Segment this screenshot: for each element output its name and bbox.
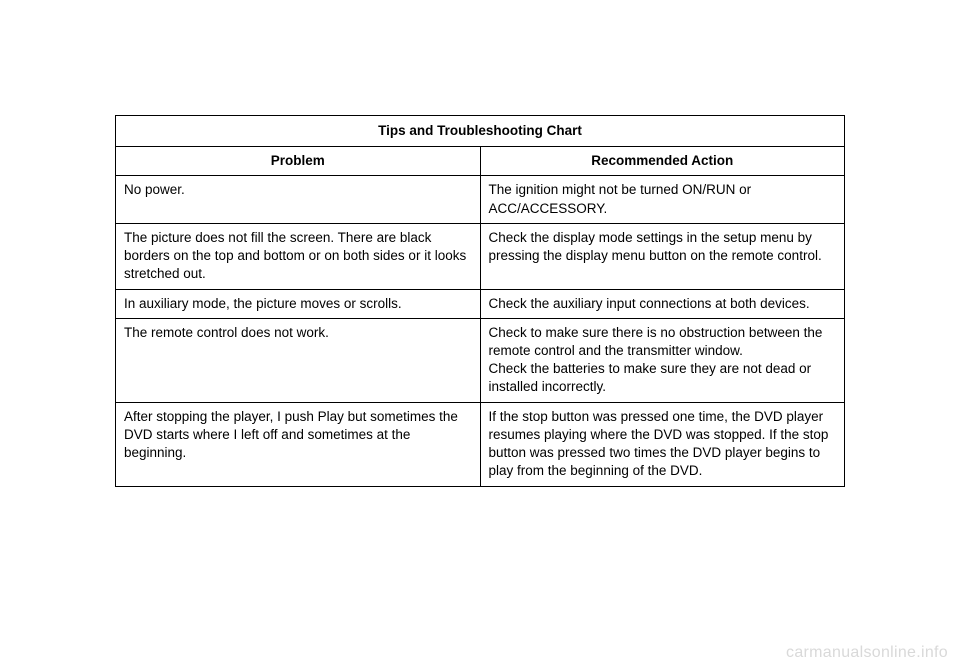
cell-action: Check the auxiliary input connections at… — [480, 289, 845, 318]
cell-action: The ignition might not be turned ON/RUN … — [480, 176, 845, 223]
table-title-row: Tips and Troubleshooting Chart — [116, 116, 845, 147]
cell-action: Check the display mode settings in the s… — [480, 223, 845, 289]
table-row: The picture does not fill the screen. Th… — [116, 223, 845, 289]
table-row: After stopping the player, I push Play b… — [116, 402, 845, 486]
cell-problem: In auxiliary mode, the picture moves or … — [116, 289, 481, 318]
table-row: No power. The ignition might not be turn… — [116, 176, 845, 223]
cell-problem: The remote control does not work. — [116, 318, 481, 402]
table-header-row: Problem Recommended Action — [116, 147, 845, 176]
troubleshooting-table: Tips and Troubleshooting Chart Problem R… — [115, 115, 845, 487]
cell-action: Check to make sure there is no obstructi… — [480, 318, 845, 402]
cell-problem: The picture does not fill the screen. Th… — [116, 223, 481, 289]
header-problem: Problem — [116, 147, 481, 176]
cell-action: If the stop button was pressed one time,… — [480, 402, 845, 486]
page-container: Tips and Troubleshooting Chart Problem R… — [0, 0, 960, 487]
table-row: In auxiliary mode, the picture moves or … — [116, 289, 845, 318]
header-action: Recommended Action — [480, 147, 845, 176]
table-row: The remote control does not work. Check … — [116, 318, 845, 402]
table-title: Tips and Troubleshooting Chart — [116, 116, 845, 147]
cell-problem: After stopping the player, I push Play b… — [116, 402, 481, 486]
cell-problem: No power. — [116, 176, 481, 223]
watermark-text: carmanualsonline.info — [786, 644, 948, 662]
